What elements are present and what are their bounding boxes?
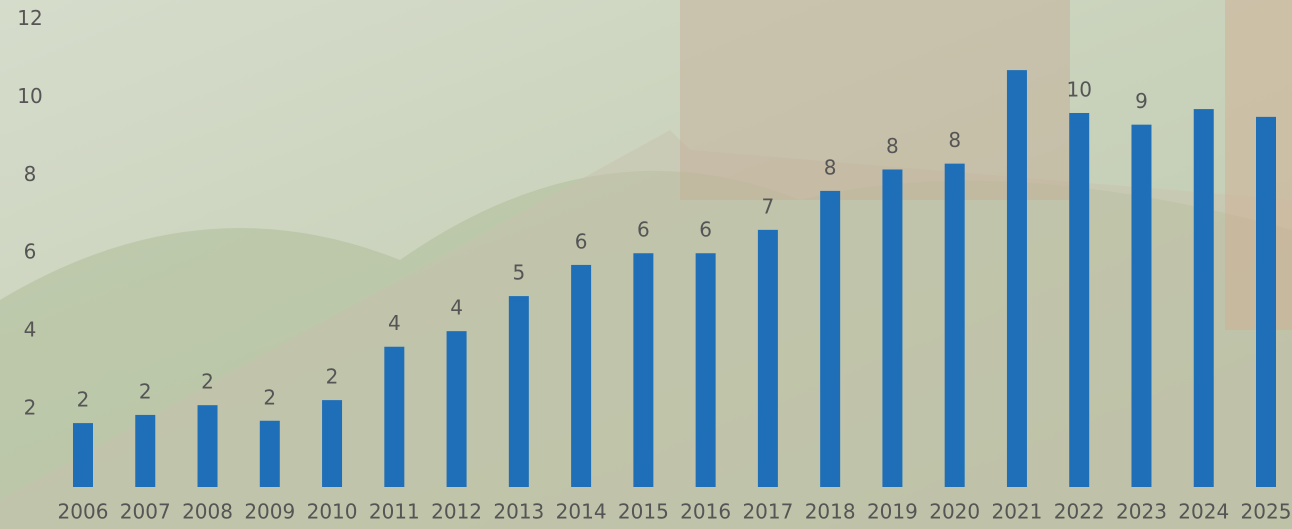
bar xyxy=(633,253,654,487)
data-label: 2 xyxy=(263,385,276,409)
bar xyxy=(197,405,218,487)
data-label: 6 xyxy=(637,218,650,242)
data-label: 9 xyxy=(1135,89,1148,113)
data-label: 6 xyxy=(699,218,712,242)
bar xyxy=(1006,70,1027,488)
x-tick-label: 2023 xyxy=(1116,500,1167,524)
y-tick-label: 8 xyxy=(24,162,37,186)
x-tick-label: 2025 xyxy=(1241,500,1292,524)
x-tick-label: 2012 xyxy=(431,500,482,524)
data-label: 8 xyxy=(886,134,899,158)
tower xyxy=(680,0,1070,200)
bar xyxy=(1131,124,1152,487)
x-tick-label: 2022 xyxy=(1054,500,1105,524)
data-label: 2 xyxy=(326,365,339,389)
data-label: 8 xyxy=(824,155,837,179)
y-tick-label: 2 xyxy=(24,396,37,420)
data-label: 10 xyxy=(1066,77,1091,101)
x-tick-label: 2024 xyxy=(1178,500,1229,524)
data-label: 4 xyxy=(388,311,401,335)
bar xyxy=(882,169,903,487)
bar xyxy=(571,264,592,487)
x-tick-label: 2019 xyxy=(867,500,918,524)
bar xyxy=(944,163,965,487)
bar xyxy=(135,414,156,487)
x-tick-label: 2017 xyxy=(742,500,793,524)
bar xyxy=(820,190,841,488)
bar xyxy=(1069,112,1090,487)
x-tick-label: 2015 xyxy=(618,500,669,524)
y-tick-label: 10 xyxy=(17,84,42,108)
bar xyxy=(757,229,778,487)
data-label: 6 xyxy=(575,229,588,253)
x-tick-label: 2011 xyxy=(369,500,420,524)
y-tick-label: 12 xyxy=(17,6,42,30)
x-tick-label: 2020 xyxy=(929,500,980,524)
y-tick-label: 4 xyxy=(24,318,37,342)
y-tick-label: 6 xyxy=(24,240,37,264)
data-label: 5 xyxy=(512,261,525,285)
bar xyxy=(322,400,343,487)
x-tick-label: 2007 xyxy=(120,500,171,524)
bar xyxy=(259,420,280,487)
data-label: 7 xyxy=(762,194,775,218)
x-tick-label: 2008 xyxy=(182,500,233,524)
x-tick-label: 2013 xyxy=(493,500,544,524)
data-label: 2 xyxy=(139,379,152,403)
bar xyxy=(446,331,467,487)
x-tick-label: 2014 xyxy=(556,500,607,524)
data-label: 2 xyxy=(201,370,214,394)
x-tick-label: 2021 xyxy=(991,500,1042,524)
x-tick-label: 2006 xyxy=(58,500,109,524)
bar xyxy=(1256,116,1276,487)
bar xyxy=(73,423,93,487)
bar xyxy=(508,296,529,487)
bar xyxy=(1193,109,1214,487)
bar xyxy=(384,346,405,487)
x-tick-label: 2010 xyxy=(307,500,358,524)
x-tick-label: 2016 xyxy=(680,500,731,524)
data-label: 4 xyxy=(450,296,463,320)
data-label: 2 xyxy=(77,388,90,412)
x-tick-label: 2009 xyxy=(244,500,295,524)
data-label: 8 xyxy=(948,128,961,152)
bar xyxy=(695,253,716,487)
x-tick-label: 2018 xyxy=(805,500,856,524)
